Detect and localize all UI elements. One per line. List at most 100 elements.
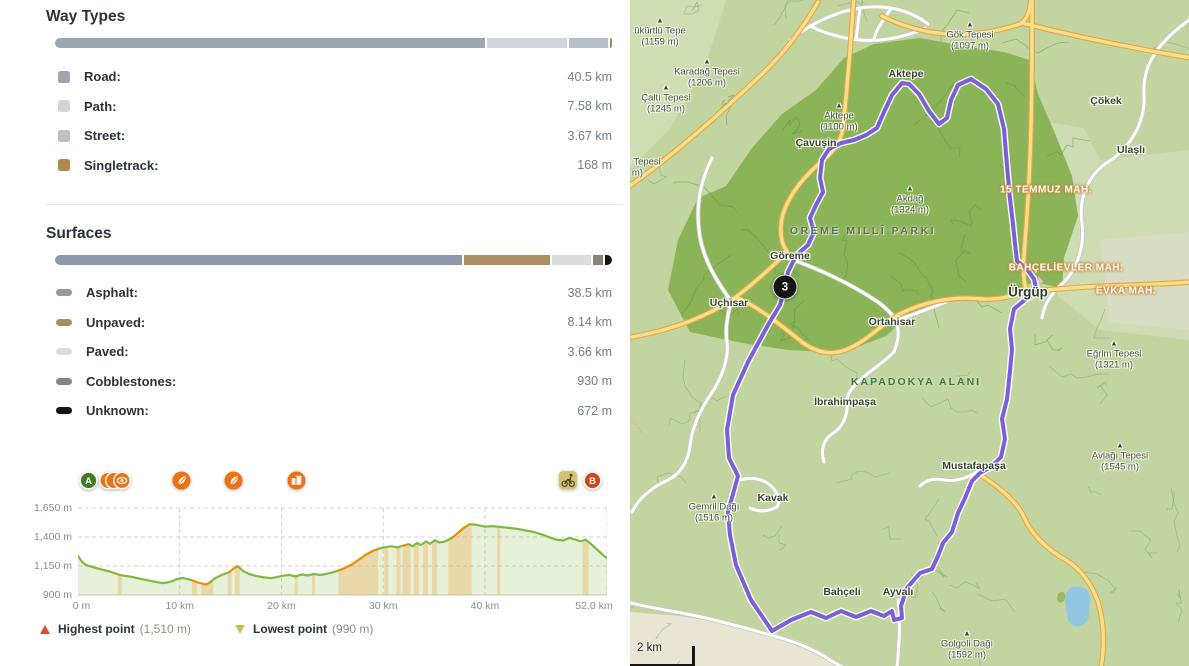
trail-squiggle: [1166, 491, 1175, 511]
highest-point-label: Highest point: [58, 622, 135, 636]
highlight-cluster-icon[interactable]: [98, 471, 132, 495]
bar-segment-unknown[interactable]: [604, 255, 612, 265]
trail-squiggle: [683, 0, 702, 15]
map-beige-terrain: [630, 612, 840, 666]
stat-value: 3.66 km: [567, 344, 612, 359]
trail-squiggle: [1093, 308, 1110, 339]
trail-squiggle: [1034, 334, 1063, 352]
trail-squiggle: [1084, 571, 1118, 594]
color-chip-unknown: [56, 407, 72, 415]
y-tick-label: 1,150 m: [34, 560, 72, 572]
stat-row-unpaved[interactable]: Unpaved: 8.14 km: [55, 308, 612, 338]
start-marker-a[interactable]: A: [78, 471, 98, 495]
trail-squiggle: [773, 0, 804, 26]
stat-row-path[interactable]: Path: 7.58 km: [55, 92, 612, 122]
highest-point-icon: [40, 624, 50, 634]
way-types-title: Way Types: [46, 8, 126, 25]
stat-value: 7.58 km: [567, 99, 612, 114]
trail-squiggle: [940, 9, 970, 42]
trail-squiggle: [668, 409, 700, 426]
map-canvas: [630, 0, 1189, 666]
trail-squiggle: [672, 181, 738, 213]
route-line[interactable]: [723, 75, 1041, 635]
trail-squiggle: [1129, 530, 1158, 559]
trail-squiggle: [1048, 365, 1109, 379]
trail-squiggle: [1170, 487, 1181, 553]
trail-squiggle: [976, 593, 1016, 613]
trail-squiggle: [1175, 588, 1183, 624]
elevation-chart[interactable]: [76, 500, 609, 605]
x-tick-label: 40 km: [470, 600, 500, 612]
lowest-point-label: Lowest point: [253, 622, 328, 636]
walk-warning-icon[interactable]: [558, 471, 577, 494]
bar-segment-asphalt[interactable]: [55, 255, 463, 265]
trail-squiggle: [931, 591, 946, 613]
bar-segment-cobblestones[interactable]: [593, 255, 603, 265]
surfaces-list: Asphalt: 38.5 km Unpaved: 8.14 km Paved: 3.66…: [55, 278, 612, 426]
poi-highlight-icon[interactable]: [287, 471, 306, 495]
x-tick-label: 10 km: [165, 600, 195, 612]
bar-segment-path[interactable]: [486, 38, 568, 48]
nature-highlight-icon[interactable]: [172, 471, 191, 495]
svg-text:B: B: [589, 476, 596, 487]
x-tick-label: 0 m: [72, 600, 91, 612]
lake: [1065, 586, 1091, 627]
way-types-distribution-bar[interactable]: [55, 38, 612, 48]
trail-squiggle: [956, 371, 971, 387]
bar-segment-unpaved[interactable]: [464, 255, 551, 265]
trail-squiggle: [1096, 381, 1108, 405]
nature-highlight-icon[interactable]: [224, 471, 243, 495]
stat-value: 40.5 km: [567, 69, 612, 84]
color-chip-street: [58, 129, 70, 142]
stat-row-cobblestones[interactable]: Cobblestones: 930 m: [55, 367, 612, 397]
surfaces-distribution-bar[interactable]: [55, 255, 612, 265]
trail-squiggle: [921, 397, 978, 414]
x-tick-label: 30 km: [368, 600, 398, 612]
trail-squiggle: [784, 0, 789, 20]
trail-squiggle: [681, 255, 732, 317]
trail-squiggle: [950, 204, 983, 227]
stat-value: 168 m: [577, 158, 612, 173]
stage-marker[interactable]: 3: [772, 274, 798, 300]
stat-label: Singletrack:: [84, 157, 159, 173]
lowest-point-icon: [235, 624, 246, 634]
trail-squiggle: [1087, 486, 1102, 496]
route-map[interactable]: Aktepe Çavuşin Göreme Uçhisar Ortahisar İbrah…: [630, 0, 1189, 666]
elevation-legend: Highest point (1,510 m) Lowest point (99…: [40, 622, 373, 636]
lowest-point-value: (990 m): [332, 622, 374, 636]
trail-squiggle: [1046, 137, 1091, 157]
map-misc-marks: [630, 276, 1044, 435]
lake-shore-green: [1057, 591, 1066, 603]
stat-row-paved[interactable]: Paved: 3.66 km: [55, 337, 612, 367]
map-roads-yellow: [630, 0, 1189, 666]
stat-row-road[interactable]: Road: 40.5 km: [55, 62, 612, 92]
stat-label: Road:: [84, 69, 121, 85]
trail-squiggle: [655, 622, 673, 639]
stat-label: Asphalt:: [86, 285, 138, 301]
color-chip-road: [58, 70, 70, 83]
bar-segment-singletrack[interactable]: [610, 38, 612, 48]
trail-squiggle: [955, 233, 971, 283]
stat-row-asphalt[interactable]: Asphalt: 38.5 km: [55, 278, 612, 308]
trail-squiggle: [837, 224, 853, 283]
stat-row-street[interactable]: Street: 3.67 km: [55, 121, 612, 151]
trail-squiggle: [890, 275, 920, 296]
bar-segment-paved[interactable]: [552, 255, 592, 265]
color-chip-unpaved: [56, 318, 72, 326]
route-stats-panel: Way Types Road: 40.5 km Path: 7.58 km Street…: [34, 8, 623, 636]
highest-point-value: (1,510 m): [139, 622, 192, 636]
trail-squiggle: [913, 82, 955, 126]
color-chip-singletrack: [58, 159, 70, 172]
stat-row-singletrack[interactable]: Singletrack: 168 m: [55, 151, 612, 181]
stat-label: Unpaved:: [86, 314, 146, 330]
stat-label: Street:: [84, 128, 126, 144]
stat-row-unknown[interactable]: Unknown: 672 m: [55, 396, 612, 426]
bar-segment-street[interactable]: [569, 38, 608, 48]
bar-segment-road[interactable]: [55, 38, 485, 48]
trail-squiggle: [924, 498, 940, 537]
surfaces-title: Surfaces: [46, 225, 112, 242]
trail-squiggle: [881, 525, 903, 540]
stat-value: 672 m: [577, 403, 612, 418]
end-marker-b[interactable]: B: [583, 471, 602, 495]
